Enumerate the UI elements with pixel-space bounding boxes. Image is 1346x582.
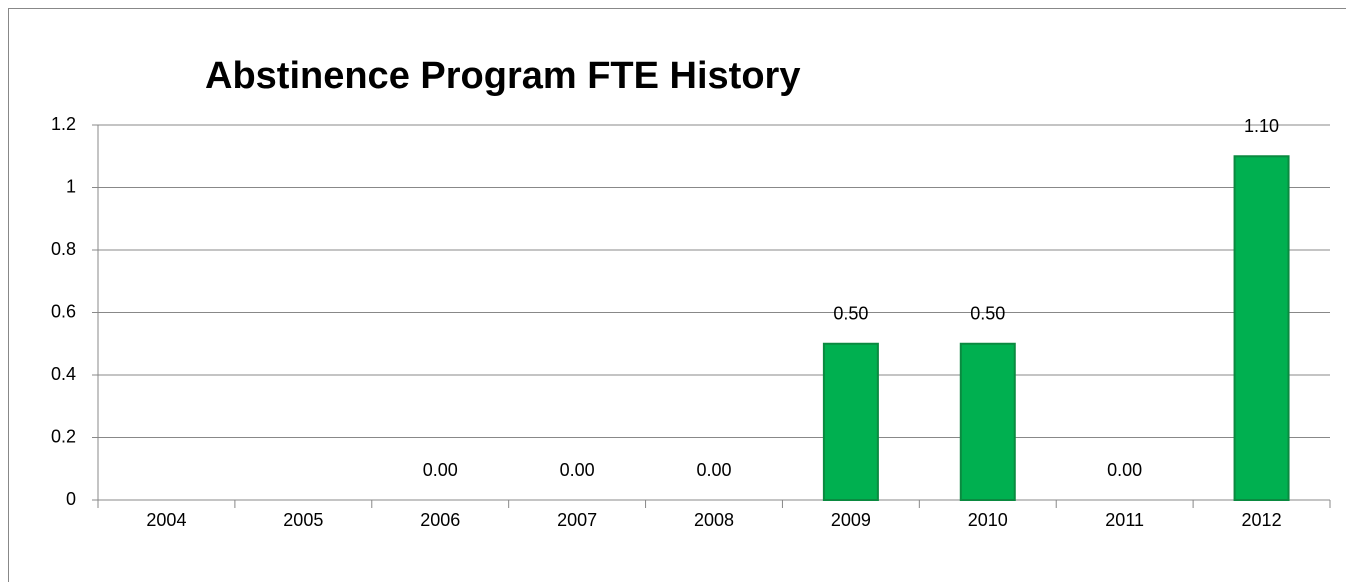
- chart-frame: [8, 8, 1346, 582]
- y-tick-label: 0: [66, 489, 76, 509]
- y-tick-label: 0.8: [51, 239, 76, 259]
- chart-title: Abstinence Program FTE History: [205, 55, 800, 97]
- y-tick-label: 1.2: [51, 114, 76, 134]
- x-tick-label: 2010: [968, 510, 1008, 530]
- data-label: 0.50: [970, 304, 1005, 324]
- y-tick-label: 0.6: [51, 301, 76, 321]
- data-label: 0.00: [696, 460, 731, 480]
- data-label: 0.50: [833, 304, 868, 324]
- x-tick-label: 2012: [1242, 510, 1282, 530]
- bar: [959, 342, 1016, 501]
- x-tick-label: 2007: [557, 510, 597, 530]
- y-tick-label: 0.4: [51, 364, 76, 384]
- bar: [822, 342, 879, 501]
- x-tick-label: 2011: [1105, 510, 1144, 530]
- y-tick-label: 1: [66, 176, 76, 196]
- x-tick-label: 2009: [831, 510, 871, 530]
- data-label: 0.00: [560, 460, 595, 480]
- x-tick-label: 2006: [420, 510, 460, 530]
- bar: [1233, 155, 1290, 501]
- data-label: 0.00: [423, 460, 458, 480]
- x-tick-label: 2004: [146, 510, 186, 530]
- x-tick-label: 2008: [694, 510, 734, 530]
- y-tick-label: 0.2: [51, 426, 76, 446]
- data-label: 1.10: [1244, 116, 1279, 136]
- data-label: 0.00: [1107, 460, 1142, 480]
- x-tick-label: 2005: [283, 510, 323, 530]
